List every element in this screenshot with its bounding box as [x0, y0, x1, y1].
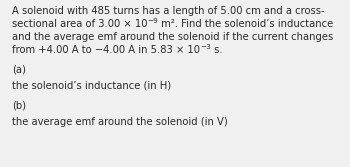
Text: the average emf around the solenoid (in V): the average emf around the solenoid (in … [12, 117, 228, 127]
Text: sectional area of 3.00 × 10: sectional area of 3.00 × 10 [12, 19, 147, 29]
Text: m². Find the solenoid’s inductance: m². Find the solenoid’s inductance [158, 19, 334, 29]
Text: and the average emf around the solenoid if the current changes: and the average emf around the solenoid … [12, 32, 333, 42]
Text: (a): (a) [12, 65, 26, 75]
Text: from +4.00 A to −4.00 A in 5.83 × 10: from +4.00 A to −4.00 A in 5.83 × 10 [12, 45, 200, 55]
Text: the solenoid’s inductance (in H): the solenoid’s inductance (in H) [12, 81, 171, 91]
Text: (b): (b) [12, 101, 26, 111]
Text: −3: −3 [200, 44, 211, 50]
Text: A solenoid with 485 turns has a length of 5.00 cm and a cross-: A solenoid with 485 turns has a length o… [12, 6, 325, 16]
Text: s.: s. [211, 45, 222, 55]
Text: −9: −9 [147, 18, 158, 24]
